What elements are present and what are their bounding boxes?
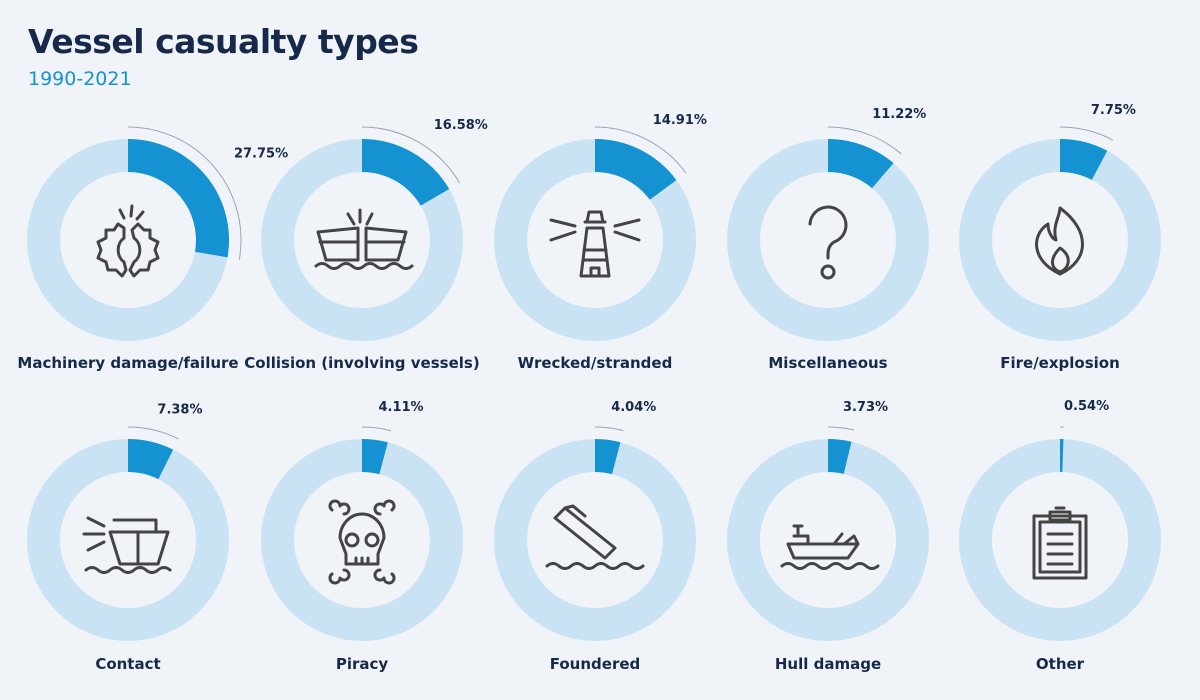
percent-label: 14.91% — [653, 113, 707, 128]
donut-value-segment — [595, 139, 677, 200]
percent-label: 16.58% — [434, 118, 488, 133]
donut-value-segment — [828, 139, 894, 189]
percent-label: 3.73% — [843, 400, 888, 415]
donut-value-segment — [128, 139, 230, 258]
category-label: Miscellaneous — [768, 354, 887, 372]
percent-label: 4.11% — [378, 400, 423, 415]
donut-track — [959, 139, 1161, 341]
donut-hull-damage: 3.73% Hull damage — [727, 400, 929, 673]
category-label: Other — [1036, 655, 1085, 673]
donut-contact: 7.38% Contact — [27, 402, 229, 673]
donut-value-segment — [128, 439, 174, 480]
donut-value-segment — [1060, 139, 1108, 180]
donut-value-segment — [595, 439, 621, 475]
percent-label: 7.38% — [157, 402, 202, 417]
category-label: Fire/explosion — [1000, 354, 1120, 372]
category-label: Collision (involving vessels) — [244, 354, 479, 372]
donut-machinery-damage-failure: 27.75% Machinery damage/failure — [17, 126, 288, 372]
broken-gears-icon — [96, 204, 160, 278]
donut-value-segment — [362, 139, 450, 206]
value-arc-guide — [127, 426, 179, 440]
donut-wrecked-stranded: 14.91% Wrecked/stranded — [494, 113, 707, 372]
lighthouse-icon — [549, 210, 641, 278]
donut-collision-involving-vessels-: 16.58% Collision (involving vessels) — [244, 118, 488, 372]
category-label: Hull damage — [775, 655, 881, 673]
category-label: Contact — [95, 655, 160, 673]
value-arc-guide — [127, 126, 242, 260]
donut-piracy: 4.11% Piracy — [261, 400, 463, 673]
flame-icon — [1035, 206, 1084, 276]
donut-value-segment — [362, 439, 388, 475]
category-label: Foundered — [550, 655, 641, 673]
donut-other: 0.54% Other — [959, 399, 1161, 673]
donut-fire-explosion: 7.75% Fire/explosion — [959, 103, 1161, 372]
colliding-ships-icon — [314, 208, 414, 270]
donut-value-segment — [1060, 439, 1064, 473]
donut-value-segment — [828, 439, 852, 474]
value-arc-guide — [1059, 126, 1114, 141]
page-title: Vessel casualty types — [28, 22, 419, 61]
percent-label: 4.04% — [611, 400, 656, 415]
damaged-hull-icon — [780, 524, 880, 570]
donut-track — [727, 139, 929, 341]
value-arc-guide — [361, 126, 460, 184]
category-label: Piracy — [336, 655, 389, 673]
value-arc-guide — [594, 126, 687, 174]
percent-label: 11.22% — [872, 107, 926, 122]
donut-track — [27, 439, 229, 641]
percent-label: 27.75% — [234, 147, 288, 162]
value-arc-guide — [361, 426, 391, 432]
value-arc-guide — [594, 426, 624, 432]
donut-track — [494, 439, 696, 641]
donut-miscellaneous: 11.22% Miscellaneous — [727, 107, 929, 372]
percent-label: 0.54% — [1064, 399, 1109, 414]
donut-track — [261, 439, 463, 641]
donut-foundered: 4.04% Foundered — [494, 400, 696, 673]
donut-track — [959, 439, 1161, 641]
skull-crossbones-icon — [328, 499, 396, 585]
value-arc-guide — [827, 126, 902, 155]
sinking-ship-icon — [545, 504, 645, 570]
question-mark-icon — [808, 205, 848, 280]
clipboard-icon — [1032, 506, 1088, 580]
subtitle: 1990-2021 — [28, 68, 132, 90]
donut-track — [727, 439, 929, 641]
percent-label: 7.75% — [1091, 103, 1136, 118]
ship-contact-icon — [82, 516, 172, 574]
category-label: Wrecked/stranded — [518, 354, 673, 372]
value-arc-guide — [827, 426, 855, 431]
category-label: Machinery damage/failure — [17, 354, 238, 372]
